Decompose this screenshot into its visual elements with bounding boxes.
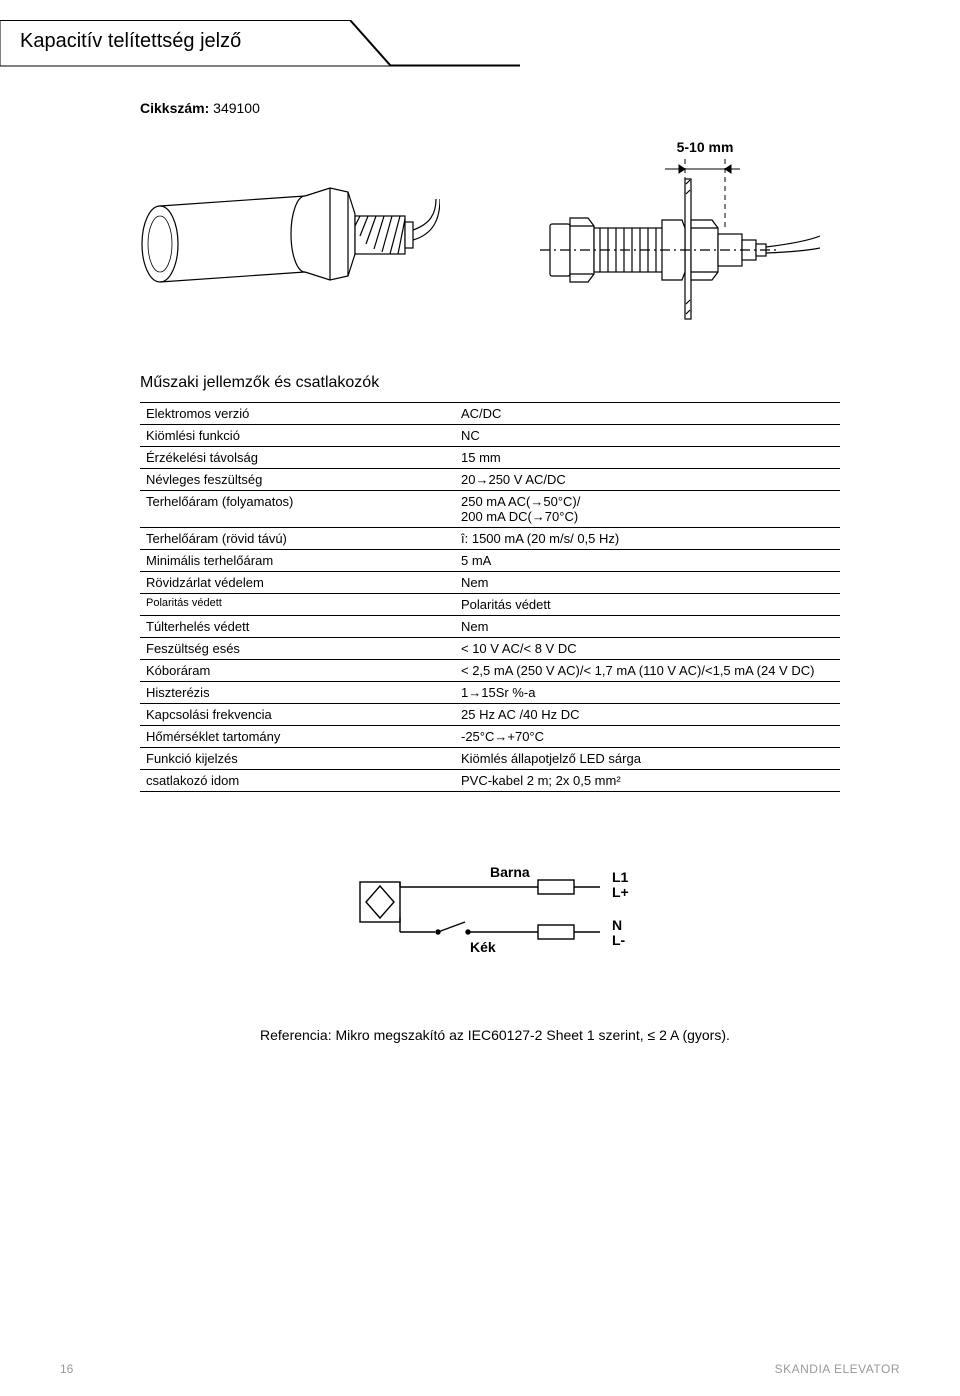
table-row: Kiömlési funkcióNC	[140, 425, 840, 447]
terminal-lplus: L+	[612, 884, 629, 900]
article-value: 349100	[213, 100, 260, 116]
spec-label: Elektromos verzió	[140, 403, 455, 425]
spec-label: Hőmérséklet tartomány	[140, 726, 455, 748]
spec-table: Elektromos verzióAC/DCKiömlési funkcióNC…	[140, 402, 840, 792]
spec-value: 5 mA	[455, 550, 840, 572]
spec-value: 250 mA AC(→50°C)/ 200 mA DC(→70°C)	[455, 491, 840, 528]
circuit-diagram: Barna Kék L1 L+ N L-	[340, 832, 900, 967]
section-heading: Műszaki jellemzők és csatlakozók	[140, 374, 900, 392]
spec-label: Rövidzárlat védelem	[140, 572, 455, 594]
spec-value: 1→15Sr %-a	[455, 682, 840, 704]
page-footer: 16 SKANDIA ELEVATOR	[60, 1362, 900, 1376]
table-row: csatlakozó idomPVC-kabel 2 m; 2x 0,5 mm²	[140, 770, 840, 792]
dimension-label-text: 5-10 mm	[677, 139, 734, 155]
table-row: Érzékelési távolság15 mm	[140, 447, 840, 469]
sensor-side-view-icon: 5-10 mm	[490, 134, 820, 334]
table-row: Kapcsolási frekvencia25 Hz AC /40 Hz DC	[140, 704, 840, 726]
table-row: Kóboráram< 2,5 mA (250 V AC)/< 1,7 mA (1…	[140, 660, 840, 682]
spec-value: AC/DC	[455, 403, 840, 425]
spec-label: Névleges feszültség	[140, 469, 455, 491]
spec-value: Nem	[455, 616, 840, 638]
spec-value: Nem	[455, 572, 840, 594]
spec-value: PVC-kabel 2 m; 2x 0,5 mm²	[455, 770, 840, 792]
table-row: Polaritás védettPolaritás védett	[140, 594, 840, 616]
spec-value: Polaritás védett	[455, 594, 840, 616]
brand-label: SKANDIA ELEVATOR	[775, 1362, 900, 1376]
title-tab: Kapacitív telítettség jelző	[60, 20, 900, 70]
table-row: Rövidzárlat védelemNem	[140, 572, 840, 594]
spec-label: Érzékelési távolság	[140, 447, 455, 469]
spec-value: NC	[455, 425, 840, 447]
terminal-l1: L1	[612, 869, 629, 885]
spec-value: 15 mm	[455, 447, 840, 469]
table-row: Hiszterézis1→15Sr %-a	[140, 682, 840, 704]
table-row: Funkció kijelzésKiömlés állapotjelző LED…	[140, 748, 840, 770]
table-row: Minimális terhelőáram5 mA	[140, 550, 840, 572]
spec-value: 25 Hz AC /40 Hz DC	[455, 704, 840, 726]
table-row: Hőmérséklet tartomány-25°C→+70°C	[140, 726, 840, 748]
wire-label-bottom: Kék	[470, 939, 496, 955]
table-row: Túlterhelés védettNem	[140, 616, 840, 638]
spec-value: < 2,5 mA (250 V AC)/< 1,7 mA (110 V AC)/…	[455, 660, 840, 682]
spec-label: Túlterhelés védett	[140, 616, 455, 638]
spec-label: Funkció kijelzés	[140, 748, 455, 770]
terminal-n: N	[612, 917, 622, 933]
terminal-lminus: L-	[612, 932, 626, 948]
table-row: Terhelőáram (folyamatos)250 mA AC(→50°C)…	[140, 491, 840, 528]
spec-label: Terhelőáram (rövid távú)	[140, 528, 455, 550]
spec-label: Feszültség esés	[140, 638, 455, 660]
spec-label: Hiszterézis	[140, 682, 455, 704]
table-row: Feszültség esés< 10 V AC/< 8 V DC	[140, 638, 840, 660]
spec-label: Kiömlési funkció	[140, 425, 455, 447]
table-row: Elektromos verzióAC/DC	[140, 403, 840, 425]
table-row: Névleges feszültség20→250 V AC/DC	[140, 469, 840, 491]
wire-label-top: Barna	[490, 864, 530, 880]
spec-label: Kapcsolási frekvencia	[140, 704, 455, 726]
article-number: Cikkszám: 349100	[140, 100, 900, 116]
spec-label: Kóboráram	[140, 660, 455, 682]
spec-label: Polaritás védett	[140, 594, 455, 616]
spec-label: csatlakozó idom	[140, 770, 455, 792]
article-label: Cikkszám:	[140, 100, 209, 116]
spec-value: î: 1500 mA (20 m/s/ 0,5 Hz)	[455, 528, 840, 550]
spec-label: Minimális terhelőáram	[140, 550, 455, 572]
page-title: Kapacitív telítettség jelző	[20, 30, 241, 53]
spec-value: Kiömlés állapotjelző LED sárga	[455, 748, 840, 770]
page-number: 16	[60, 1362, 73, 1376]
spec-value: 20→250 V AC/DC	[455, 469, 840, 491]
sensor-perspective-icon	[130, 144, 440, 324]
spec-value: < 10 V AC/< 8 V DC	[455, 638, 840, 660]
figures-row: 5-10 mm	[130, 134, 900, 334]
reference-text: Referencia: Mikro megszakító az IEC60127…	[260, 1027, 900, 1043]
table-row: Terhelőáram (rövid távú)î: 1500 mA (20 m…	[140, 528, 840, 550]
spec-value: -25°C→+70°C	[455, 726, 840, 748]
spec-label: Terhelőáram (folyamatos)	[140, 491, 455, 528]
